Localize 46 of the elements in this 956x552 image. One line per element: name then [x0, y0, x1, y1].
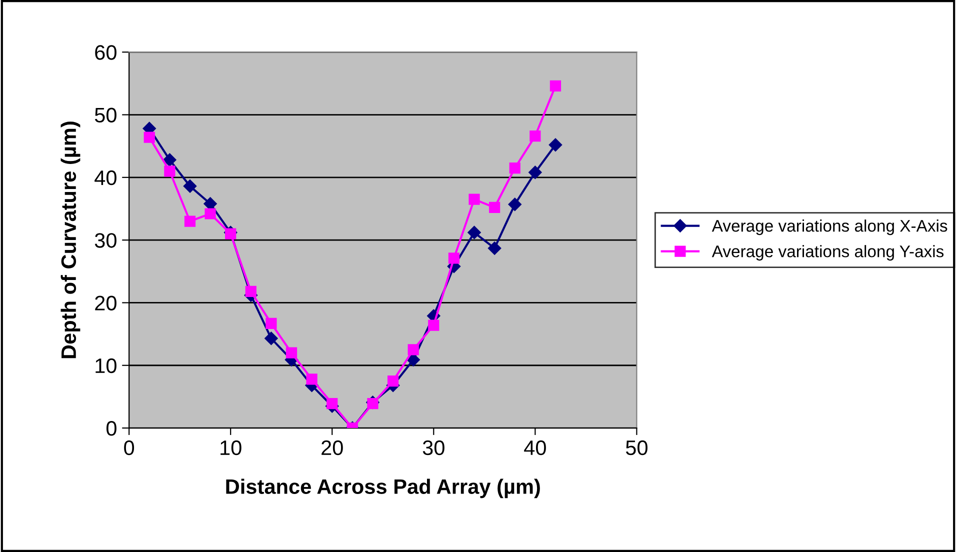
x-tick-label: 40 [524, 440, 546, 456]
point [183, 180, 197, 193]
point [550, 80, 562, 92]
point [509, 162, 520, 174]
x-tick-label: 30 [422, 440, 444, 456]
legend-label: Average variations along X-Axis [712, 220, 948, 236]
x-tick-label: 10 [220, 440, 242, 456]
y-tick-label: 10 [96, 358, 116, 374]
point [306, 374, 318, 385]
point [266, 318, 277, 329]
point [508, 198, 522, 211]
point [448, 252, 460, 264]
point [528, 166, 542, 179]
point [367, 398, 378, 410]
point [489, 202, 500, 214]
point [184, 216, 196, 227]
point [286, 347, 298, 358]
point [468, 226, 481, 240]
y-tick-label: 40 [94, 170, 116, 186]
x-tick-label: 50 [626, 440, 648, 456]
legend-label: Average variations along Y-axis [712, 245, 944, 261]
x-tick-label: 0 [124, 440, 134, 456]
y-tick-label: 60 [95, 45, 116, 60]
point [245, 286, 256, 297]
x-tick-label: 20 [322, 440, 343, 456]
x-axis-title: Distance Across Pad Array (µm) [226, 478, 540, 498]
y-tick-label: 0 [106, 421, 116, 436]
point [468, 194, 480, 205]
point [428, 320, 440, 331]
point [204, 208, 216, 220]
point [326, 398, 338, 410]
point [225, 228, 236, 240]
y-tick-label: 20 [95, 296, 116, 310]
point [204, 197, 217, 210]
point [488, 242, 502, 255]
y-tick-label: 30 [94, 233, 116, 248]
point [408, 344, 419, 356]
point [548, 138, 562, 152]
point [264, 332, 278, 346]
point [530, 130, 541, 142]
y-axis-title: Depth of Curvature (µm) [60, 122, 80, 358]
y-tick-label: 50 [94, 108, 116, 123]
point [144, 132, 155, 143]
point [387, 375, 399, 387]
point [163, 153, 176, 166]
point [164, 166, 176, 177]
